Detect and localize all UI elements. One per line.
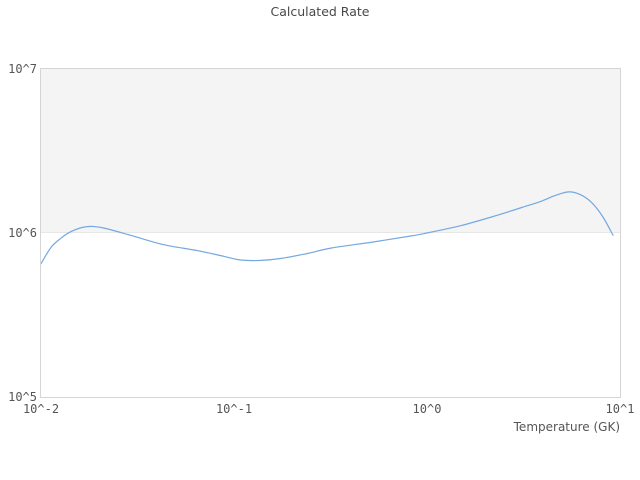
x-tick-label-1e0: 10^0 xyxy=(412,402,442,416)
y-tick-label-1e6: 10^6 xyxy=(8,226,37,240)
rate-curve-line xyxy=(41,191,614,265)
rate-curve-svg xyxy=(41,191,614,265)
chart-title: Calculated Rate xyxy=(270,4,370,19)
x-tick-label-1e-1: 10^-1 xyxy=(215,402,253,416)
y-tick-label-1e7: 10^7 xyxy=(8,62,37,76)
x-tick-label-1e1: 10^1 xyxy=(605,402,635,416)
plot-area xyxy=(40,68,621,398)
decade-shaded-band xyxy=(41,69,620,233)
x-axis-title: Temperature (GK) xyxy=(513,420,620,434)
y-tick-label-1e5: 10^5 xyxy=(8,390,37,404)
x-tick-label-1e-2: 10^-2 xyxy=(22,402,60,416)
